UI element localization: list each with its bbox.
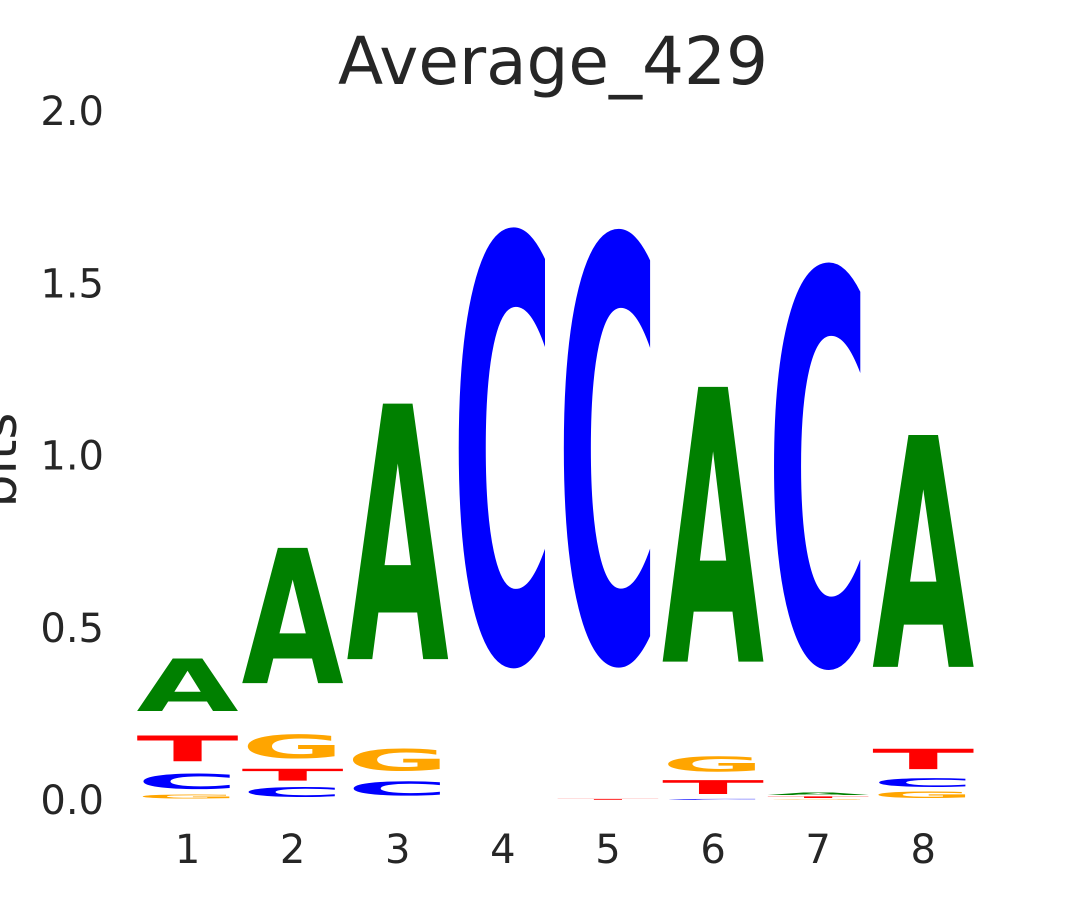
logo-letter: G <box>347 743 449 777</box>
x-tick-label: 8 <box>911 827 936 873</box>
logo-column: TC <box>557 122 659 800</box>
logo-letter: T <box>872 743 974 775</box>
logo-letter: C <box>242 785 344 800</box>
y-tick-label: 1.0 <box>40 434 104 480</box>
logo-letter: C <box>872 776 974 790</box>
x-axis-ticks: 1 2 3 4 5 6 7 8 <box>175 827 936 873</box>
x-tick-label: 3 <box>385 827 410 873</box>
logo-column: C <box>452 119 554 797</box>
logo-letter: C <box>347 778 449 800</box>
y-axis-label: bits <box>0 413 29 508</box>
logo-letter: T <box>767 796 869 799</box>
x-tick-label: 1 <box>175 827 200 873</box>
logo-column: CGA <box>347 335 450 800</box>
x-tick-label: 6 <box>700 827 725 873</box>
logo-letter: C <box>662 799 764 800</box>
y-tick-label: 0.5 <box>40 606 104 652</box>
logo-letter: A <box>347 335 450 743</box>
y-axis-ticks: 0.0 0.5 1.0 1.5 2.0 <box>40 89 104 824</box>
logo-letter: T <box>137 728 239 769</box>
logo-letter: G <box>137 794 239 800</box>
logo-letter: A <box>767 792 869 796</box>
chart-title: Average_429 <box>338 23 768 100</box>
logo-letter: T <box>557 799 659 800</box>
x-tick-label: 4 <box>490 827 515 873</box>
logo-letter: T <box>242 766 345 785</box>
logo-letter: C <box>767 163 869 790</box>
logo-letter: G <box>767 799 869 800</box>
logo-letter: A <box>662 312 765 751</box>
logo-letter: G <box>242 728 344 765</box>
logo-letter: A <box>872 373 974 743</box>
logo-letter: C <box>557 122 659 797</box>
x-tick-label: 2 <box>280 827 305 873</box>
y-tick-label: 2.0 <box>40 89 104 135</box>
x-tick-label: 5 <box>595 827 620 873</box>
y-tick-label: 1.5 <box>40 261 104 307</box>
logo-letter: G <box>872 790 974 800</box>
x-tick-label: 7 <box>805 827 830 873</box>
logo-letter: A <box>137 645 239 729</box>
logo-letter: C <box>137 770 239 794</box>
logo-letter: A <box>242 511 344 727</box>
logo-letter: C <box>452 119 554 797</box>
logo-letter: T <box>662 776 764 798</box>
logo-letter: G <box>662 752 764 776</box>
y-tick-label: 0.0 <box>40 778 104 824</box>
